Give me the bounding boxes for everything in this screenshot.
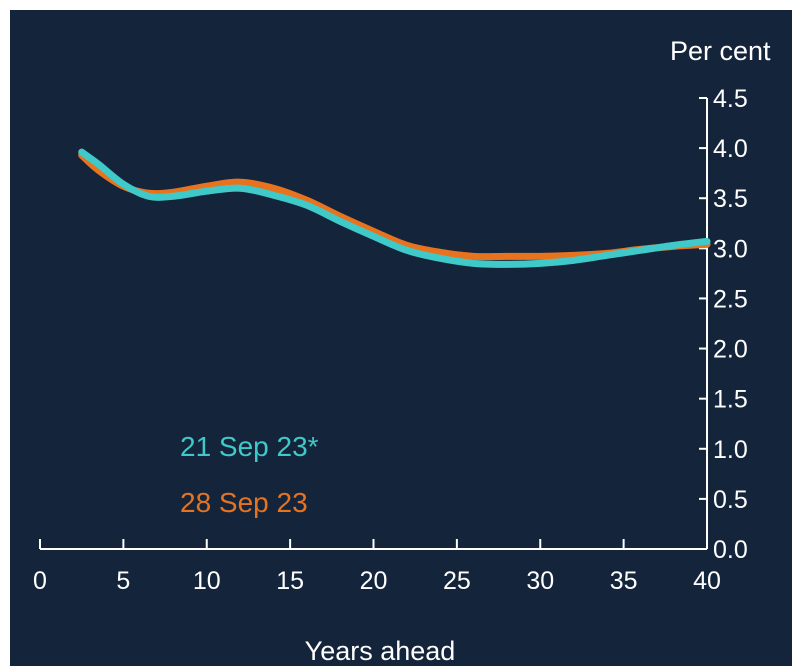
- x-axis-title: Years ahead: [305, 636, 456, 666]
- x-tick-label: 10: [193, 567, 221, 595]
- y-tick-label: 1.0: [713, 436, 748, 464]
- y-tick-label: 2.0: [713, 336, 748, 364]
- y-tick-label: 4.0: [713, 135, 748, 163]
- x-tick-label: 40: [693, 567, 721, 595]
- series-lines: [78, 148, 711, 268]
- x-tick-label: 5: [116, 567, 130, 595]
- series-line-0: [78, 148, 711, 268]
- legend-entry: 21 Sep 23*: [180, 431, 319, 462]
- y-tick-label: 3.0: [713, 235, 748, 263]
- legend: 21 Sep 23* 28 Sep 23: [180, 431, 319, 518]
- x-tick-label: 15: [276, 567, 304, 595]
- x-tick-label: 20: [360, 567, 388, 595]
- x-tick-label: 0: [33, 567, 47, 595]
- x-tick-label: 35: [610, 567, 638, 595]
- line-chart: 0 5 10 15 20 25 30 35 40 0.0 0.5 1.0 1.5 2.0 2.5 3.0 3.5…: [33, 36, 771, 666]
- axes: 0 5 10 15 20 25 30 35 40 0.0 0.5 1.0 1.5 2.0 2.5 3.0 3.5…: [33, 85, 748, 595]
- y-tick-label: 2.5: [713, 285, 748, 313]
- series-line-1: [78, 151, 711, 261]
- y-tick-label: 3.5: [713, 185, 748, 213]
- x-tick-label: 25: [443, 567, 471, 595]
- y-tick-label: 0.5: [713, 486, 748, 514]
- y-tick-label: 4.5: [713, 85, 748, 113]
- x-tick-label: 30: [526, 567, 554, 595]
- y-axis-title: Per cent: [670, 36, 771, 66]
- y-tick-label: 1.5: [713, 386, 748, 414]
- legend-entry: 28 Sep 23: [180, 487, 308, 518]
- chart-panel: 0 5 10 15 20 25 30 35 40 0.0 0.5 1.0 1.5 2.0 2.5 3.0 3.5…: [10, 10, 792, 666]
- y-tick-label: 0.0: [713, 536, 748, 564]
